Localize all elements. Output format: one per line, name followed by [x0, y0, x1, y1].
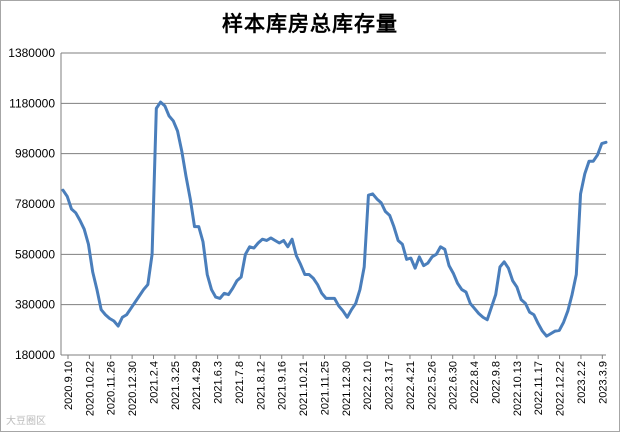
x-tick-label: 2021.9.16 — [277, 361, 289, 410]
x-tick-label: 2021.12.30 — [341, 361, 353, 416]
x-tick-label: 2022.11.17 — [533, 361, 545, 415]
x-tick-label: 2022.3.17 — [384, 361, 396, 410]
series-layer — [61, 100, 608, 338]
x-tick-label: 2021.4.29 — [191, 361, 203, 410]
x-tick-label: 2022.9.8 — [490, 361, 502, 404]
x-tick-label: 2021.10.21 — [298, 361, 310, 416]
y-tick-label: 1380000 — [8, 46, 55, 60]
y-tick-label: 380000 — [15, 298, 55, 312]
x-tick-label: 2021.6.3 — [213, 361, 225, 404]
x-tick-label: 2020.11.26 — [106, 361, 118, 415]
watermark: 大豆圈区 — [6, 416, 46, 427]
y-tick-label: 580000 — [15, 247, 55, 261]
x-tick-label: 2022.10.13 — [512, 361, 524, 416]
x-tick-label: 2021.11.25 — [319, 361, 331, 415]
x-tick-label: 2021.2.4 — [148, 361, 160, 404]
x-tick-label: 2022.6.30 — [448, 361, 460, 410]
x-tick-label: 2020.12.30 — [127, 361, 139, 416]
x-tick-label: 2020.9.10 — [63, 361, 75, 410]
x-tick-label: 2022.4.21 — [405, 361, 417, 410]
y-tick-label: 980000 — [15, 147, 55, 161]
x-tick-label: 2022.2.10 — [362, 361, 374, 410]
y-tick-label: 180000 — [15, 348, 55, 362]
y-axis-tick-labels: 180000 380000 580000 780000 980000 1180000 138… — [8, 46, 55, 362]
x-tick-label: 2022.5.26 — [426, 361, 438, 410]
chart-title: 样本库房总库存量 — [222, 12, 398, 36]
x-tick-label: 2021.8.12 — [255, 361, 267, 410]
x-tick-label: 2022.8.4 — [469, 361, 481, 404]
series-line — [61, 100, 608, 338]
x-tick-label: 2021.3.25 — [170, 361, 182, 410]
x-tick-label: 2023.3.9 — [597, 361, 609, 404]
y-tick-label: 780000 — [15, 197, 55, 211]
x-tick-label: 2023.2.2 — [576, 361, 588, 404]
x-tick-label: 2021.7.8 — [234, 361, 246, 404]
x-tick-label: 2022.12.22 — [555, 361, 567, 416]
gridlines — [61, 52, 606, 306]
x-axis-tick-labels: 2020.9.10 2020.10.22 2020.11.26 2020.12.30 2… — [63, 361, 609, 416]
axes — [60, 53, 606, 359]
y-tick-label: 1180000 — [9, 96, 55, 110]
x-tick-label: 2020.10.22 — [84, 361, 96, 416]
